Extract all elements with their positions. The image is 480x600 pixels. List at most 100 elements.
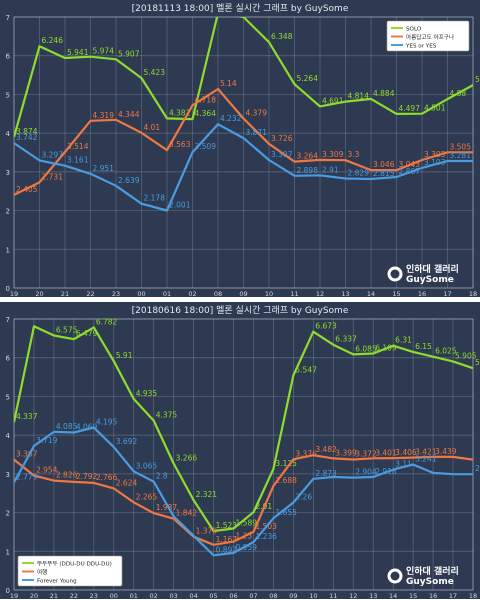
x-tick-label: 19	[10, 290, 18, 297]
data-label: 2.001	[169, 201, 191, 210]
data-label: 2.991	[475, 464, 480, 473]
chart-title: [20181113 18:00] 멜론 실시간 그래프 by GuySome	[132, 2, 349, 14]
data-label: 5.905	[455, 351, 477, 360]
data-label: 5.91	[116, 351, 133, 360]
data-label: 2.826	[56, 471, 78, 480]
legend: 뚜두뚜두 (DDU-DU DDU-DU)여행 Forever Young	[17, 555, 123, 587]
y-tick-label: 2	[6, 510, 10, 518]
data-label: 2.731	[42, 172, 64, 181]
chart-svg-1: [20180616 18:00] 멜론 실시간 그래프 by GuySome01…	[0, 302, 480, 599]
x-tick-label: 12	[349, 592, 357, 599]
data-label: 2.951	[93, 164, 115, 173]
data-label: 2.639	[118, 176, 140, 185]
data-label: 2.904	[355, 468, 377, 477]
x-tick-label: 18	[469, 592, 477, 599]
data-label: 5.264	[297, 74, 319, 83]
x-tick-label: 19	[10, 592, 18, 599]
legend-box	[17, 555, 123, 587]
watermark-text: 인하대 갤러리	[406, 565, 459, 577]
data-label: 3.367	[16, 450, 38, 459]
data-label: 2.91	[322, 165, 339, 174]
data-label: 4.501	[424, 104, 446, 113]
data-label: 5.14	[220, 79, 237, 88]
y-tick-label: 7	[6, 316, 10, 324]
data-label: 4.718	[195, 95, 217, 104]
x-tick-label: 02	[150, 592, 158, 599]
x-tick-label: 17	[449, 592, 457, 599]
data-label: 1.236	[255, 532, 277, 541]
y-tick-label: 6	[6, 53, 11, 61]
data-label: 3.439	[435, 447, 457, 456]
data-label: 4.884	[373, 89, 395, 98]
x-tick-label: 06	[229, 592, 237, 599]
data-label: 4.364	[195, 109, 217, 118]
watermark-text: GuySome	[406, 275, 454, 285]
legend-box	[386, 20, 470, 52]
data-label: 6.109	[375, 343, 397, 352]
data-label: 6.348	[271, 32, 293, 41]
data-label: 3.281	[450, 151, 472, 160]
chart-svg-0: [20181113 18:00] 멜론 실시간 그래프 by GuySome01…	[0, 0, 480, 297]
x-tick-label: 22	[86, 290, 94, 297]
data-label: 4.814	[348, 92, 370, 101]
data-label: 6.085	[355, 344, 377, 353]
x-tick-label: 23	[90, 592, 98, 599]
data-label: 6.246	[42, 36, 64, 45]
plot-frame	[13, 318, 474, 591]
data-label: 1.523	[216, 521, 238, 530]
data-label: 2.265	[136, 492, 158, 501]
data-label: 3.266	[176, 454, 198, 463]
x-tick-label: 08	[214, 290, 222, 297]
watermark-text: GuySome	[406, 577, 454, 587]
data-label: 3.514	[67, 142, 89, 151]
data-label: 1.842	[176, 509, 198, 518]
legend-entry: Forever Young	[37, 578, 77, 584]
x-tick-label: 08	[269, 592, 277, 599]
data-label: 5.941	[67, 48, 89, 57]
data-label: 2.873	[315, 469, 337, 478]
data-label: 4.375	[156, 411, 178, 420]
data-label: 3.103	[424, 158, 446, 167]
data-label: 1.589	[236, 518, 258, 527]
data-label: 3.065	[136, 461, 158, 470]
data-label: 6.782	[96, 317, 118, 326]
x-tick-label: 03	[170, 592, 178, 599]
data-label: 3.307	[271, 150, 293, 159]
x-tick-label: 23	[112, 290, 120, 297]
y-tick-label: 0	[6, 285, 10, 293]
data-label: 1.25	[236, 532, 253, 541]
data-label: 3.871	[246, 128, 268, 137]
data-label: 3.726	[271, 134, 293, 143]
data-label: 4.935	[136, 389, 158, 398]
x-tick-label: 04	[189, 592, 197, 599]
data-label: 3.563	[169, 140, 191, 149]
data-label: 2.918	[375, 467, 397, 476]
data-label: 3.046	[373, 160, 395, 169]
x-tick-label: 10	[309, 592, 317, 599]
data-label: 4.319	[93, 111, 115, 120]
data-label: 3.043	[399, 160, 421, 169]
x-tick-label: 10	[265, 290, 273, 297]
data-label: 3.399	[335, 448, 357, 457]
x-tick-label: 11	[329, 592, 337, 599]
data-label: 0.897	[216, 545, 238, 554]
x-tick-label: 13	[341, 290, 349, 297]
x-tick-label: 20	[35, 290, 43, 297]
x-tick-label: 15	[409, 592, 417, 599]
panel-divider	[0, 297, 480, 302]
data-label: 4.01	[144, 123, 161, 132]
data-label: 2.867	[399, 167, 421, 176]
x-tick-label: 00	[110, 592, 118, 599]
x-tick-label: 01	[163, 290, 171, 297]
y-tick-label: 6	[6, 355, 11, 363]
data-label: 3.297	[42, 150, 64, 159]
data-label: 2.766	[96, 473, 118, 482]
x-tick-label: 07	[249, 592, 257, 599]
data-label: 3.482	[315, 445, 337, 454]
x-tick-label: 00	[137, 290, 145, 297]
data-label: 4.085	[56, 422, 78, 431]
legend-entry: 뚜두뚜두 (DDU-DU DDU-DU)	[37, 560, 112, 567]
data-label: 4.497	[399, 104, 421, 113]
